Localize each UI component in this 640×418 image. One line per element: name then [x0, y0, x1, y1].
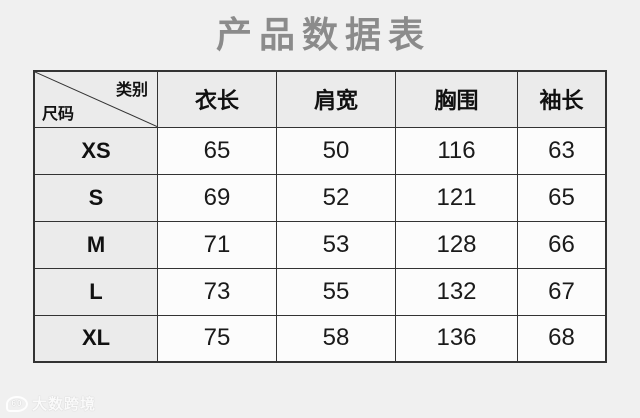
value-cell: 75 — [157, 314, 277, 363]
value-cell: 65 — [157, 126, 277, 175]
corner-size-label: 尺码 — [42, 105, 75, 123]
size-label-xs: XS — [33, 126, 158, 175]
size-label-xl: XL — [33, 314, 158, 363]
column-header-shoulder-width: 肩宽 — [276, 70, 396, 128]
value-cell: 53 — [276, 220, 396, 269]
value-cell: 128 — [395, 220, 518, 269]
size-label-s: S — [33, 173, 158, 222]
value-cell: 63 — [517, 126, 607, 175]
table-row: M 71 53 128 66 — [33, 220, 607, 269]
diagonal-line — [35, 72, 157, 127]
watermark-logo-icon: 60 — [6, 395, 28, 412]
size-label-m: M — [33, 220, 158, 269]
value-cell: 67 — [517, 267, 607, 316]
value-cell: 65 — [517, 173, 607, 222]
value-cell: 58 — [276, 314, 396, 363]
column-header-chest: 胸围 — [395, 70, 518, 128]
table-row: XS 65 50 116 63 — [33, 126, 607, 175]
value-cell: 66 — [517, 220, 607, 269]
table-row: L 73 55 132 67 — [33, 267, 607, 316]
value-cell: 50 — [276, 126, 396, 175]
size-label-l: L — [33, 267, 158, 316]
value-cell: 73 — [157, 267, 277, 316]
column-header-sleeve-length: 袖长 — [517, 70, 607, 128]
value-cell: 132 — [395, 267, 518, 316]
column-header-garment-length: 衣长 — [157, 70, 277, 128]
table-header-row: 类别 尺码 衣长 肩宽 胸围 袖长 — [33, 70, 607, 128]
value-cell: 71 — [157, 220, 277, 269]
table-row: S 69 52 121 65 — [33, 173, 607, 222]
value-cell: 55 — [276, 267, 396, 316]
table-row: XL 75 58 136 68 — [33, 314, 607, 363]
product-size-table: 类别 尺码 衣长 肩宽 胸围 袖长 XS 65 50 116 63 S 69 5… — [33, 70, 607, 363]
value-cell: 116 — [395, 126, 518, 175]
corner-category-label: 类别 — [115, 82, 148, 99]
watermark: 60 大数跨境 — [6, 393, 96, 414]
value-cell: 52 — [276, 173, 396, 222]
value-cell: 121 — [395, 173, 518, 222]
value-cell: 136 — [395, 314, 518, 363]
page-title: 产品数据表 — [215, 14, 431, 55]
watermark-text: 大数跨境 — [32, 396, 97, 413]
value-cell: 69 — [157, 173, 277, 222]
value-cell: 68 — [517, 314, 607, 363]
corner-header-cell: 类别 尺码 — [33, 70, 158, 128]
